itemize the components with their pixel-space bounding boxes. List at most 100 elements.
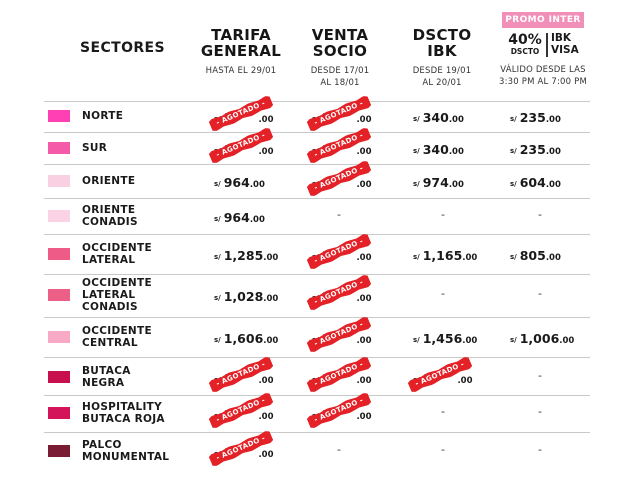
currency-symbol: s/ — [214, 215, 221, 223]
sector-name-line: PALCO — [82, 439, 122, 451]
price-amount: 974 — [422, 175, 449, 190]
currency-symbol: s/ — [510, 147, 517, 155]
price-decimals: .00 — [462, 336, 478, 346]
currency-symbol: s/ — [413, 147, 420, 155]
header-title-line2: IBK — [427, 42, 457, 60]
sector-color-swatch — [48, 142, 70, 154]
currency-symbol: s/ — [510, 253, 517, 261]
price-unavailable-dash: - — [538, 208, 542, 221]
currency-symbol: s/ — [214, 253, 221, 261]
sector-color-swatch — [48, 331, 70, 343]
currency-symbol: s/ — [214, 180, 221, 188]
price-decimals: .00 — [457, 376, 473, 386]
price-decimals: .00 — [356, 376, 372, 386]
row-divider — [44, 101, 590, 102]
sector-name: OCCIDENTE LATERAL — [82, 242, 152, 266]
currency-symbol: s/ — [413, 253, 420, 261]
header-sub-line2: AL 20/01 — [422, 78, 462, 88]
price-general: s/964.00 — [214, 207, 265, 226]
sector-name: NORTE — [82, 110, 123, 122]
sector-color-swatch — [48, 371, 70, 383]
price-ibk: s/340.00 — [413, 107, 464, 126]
header-title-line1: TARIFA — [211, 26, 271, 44]
currency-symbol: s/ — [413, 336, 420, 344]
price-unavailable-dash: - — [538, 405, 542, 418]
promo-inter-badge: PROMO INTER — [502, 12, 584, 28]
row-divider — [44, 164, 590, 165]
price-amount: 1,165 — [422, 248, 463, 263]
price-amount: 340 — [422, 110, 449, 125]
price-amount: 964 — [223, 210, 250, 225]
price-decimals: .00 — [545, 115, 561, 125]
price-promo: s/235.00 — [510, 139, 561, 158]
sector-name-line: ORIENTE — [82, 204, 136, 216]
price-decimals: .00 — [258, 412, 274, 422]
price-decimals: .00 — [462, 253, 478, 263]
row-divider — [44, 395, 590, 396]
price-decimals: .00 — [448, 147, 464, 157]
header-dscto-ibk: DSCTO IBK DESDE 19/01 AL 20/01 — [402, 27, 482, 89]
row-divider — [44, 198, 590, 199]
sector-name-line: LATERAL — [82, 289, 136, 301]
header-title-line2: SOCIO — [312, 42, 368, 60]
currency-symbol: s/ — [510, 180, 517, 188]
header-venta-socio: VENTA SOCIO DESDE 17/01 AL 18/01 — [300, 27, 380, 89]
sector-name-line: LATERAL — [82, 254, 136, 266]
header-sub-line1: HASTA EL 29/01 — [205, 66, 277, 76]
price-amount: 1,456 — [422, 331, 463, 346]
price-ibk: s/1,165.00 — [413, 245, 477, 264]
promo-brand-line1: IBK — [551, 32, 572, 44]
promo-divider — [546, 33, 548, 57]
header-title-line2: GENERAL — [200, 42, 282, 60]
price-amount: 340 — [422, 142, 449, 157]
price-decimals: .00 — [249, 215, 265, 225]
price-decimals: .00 — [263, 294, 279, 304]
sector-name: BUTACA NEGRA — [82, 365, 131, 389]
currency-symbol: s/ — [214, 294, 221, 302]
header-title-line1: DSCTO — [412, 26, 472, 44]
sector-name-line: HOSPITALITY — [82, 401, 163, 413]
sector-name: OCCIDENTE CENTRAL — [82, 325, 152, 349]
price-unavailable-dash: - — [441, 287, 445, 300]
row-divider — [44, 132, 590, 133]
price-unavailable-dash: - — [337, 208, 341, 221]
price-decimals: .00 — [356, 412, 372, 422]
price-decimals: .00 — [263, 253, 279, 263]
row-divider — [44, 274, 590, 275]
price-general: s/1,285.00 — [214, 245, 278, 264]
sector-color-swatch — [48, 110, 70, 122]
currency-symbol: s/ — [510, 115, 517, 123]
sector-color-swatch — [48, 175, 70, 187]
price-promo: s/235.00 — [510, 107, 561, 126]
price-decimals: .00 — [258, 115, 274, 125]
sector-name: ORIENTE — [82, 175, 135, 187]
header-tarifa-general: TARIFA GENERAL HASTA EL 29/01 — [196, 27, 286, 77]
sector-color-swatch — [48, 407, 70, 419]
price-decimals: .00 — [448, 180, 464, 190]
sector-name: OCCIDENTE LATERAL CONADIS — [82, 277, 152, 313]
currency-symbol: s/ — [413, 115, 420, 123]
price-amount: 1,606 — [223, 331, 264, 346]
promo-brand-line2: VISA — [551, 44, 579, 56]
price-amount: 1,006 — [519, 331, 560, 346]
price-general: s/964.00 — [214, 172, 265, 191]
header-sub-line1: VÁLIDO DESDE LAS — [500, 65, 586, 75]
table-header: SECTORES TARIFA GENERAL HASTA EL 29/01 V… — [0, 0, 640, 100]
header-sub-line1: DESDE 17/01 — [310, 66, 370, 76]
sector-name-line: CONADIS — [82, 216, 138, 228]
promo-percent-label: DSCTO — [510, 47, 540, 56]
price-amount: 1,028 — [223, 289, 264, 304]
sectores-heading: SECTORES — [80, 40, 165, 56]
currency-symbol: s/ — [214, 336, 221, 344]
sector-name-line: NEGRA — [82, 377, 125, 389]
promo-discount: 40% DSCTO — [505, 33, 545, 56]
sector-name-line: BUTACA — [82, 365, 131, 377]
price-unavailable-dash: - — [441, 443, 445, 456]
price-promo: s/805.00 — [510, 245, 561, 264]
price-decimals: .00 — [545, 147, 561, 157]
header-sub-line1: DESDE 19/01 — [412, 66, 472, 76]
price-unavailable-dash: - — [441, 208, 445, 221]
sector-color-swatch — [48, 248, 70, 260]
price-decimals: .00 — [258, 147, 274, 157]
sector-color-swatch — [48, 445, 70, 457]
